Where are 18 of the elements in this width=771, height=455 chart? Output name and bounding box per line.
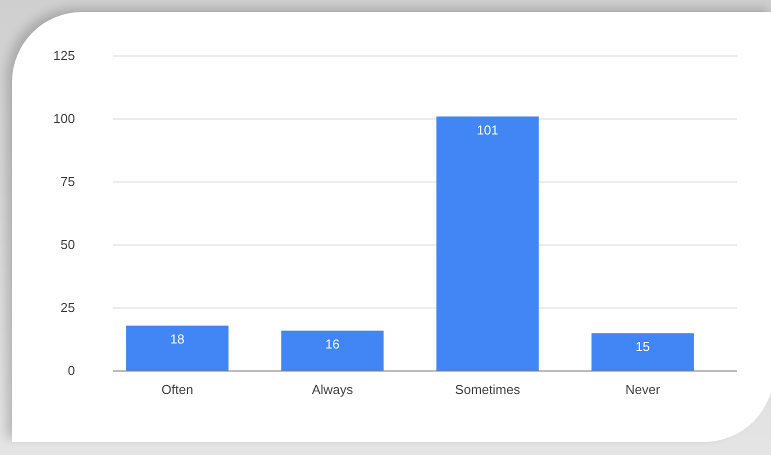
bar	[592, 333, 694, 371]
data-label: 18	[170, 332, 185, 347]
bar	[436, 116, 539, 371]
x-tick-label: Always	[312, 382, 354, 398]
x-tick-label: Often	[161, 382, 194, 398]
x-tick-label: Never	[625, 382, 661, 398]
y-tick-label: 125	[53, 48, 75, 64]
y-tick-label: 75	[60, 174, 75, 190]
bar	[126, 326, 228, 371]
y-tick-label: 100	[53, 111, 75, 126]
bar	[281, 330, 384, 371]
data-label: 15	[635, 339, 650, 354]
x-tick-label: Sometimes	[455, 382, 521, 398]
y-tick-label: 0	[68, 363, 75, 378]
data-label: 16	[325, 336, 340, 352]
data-label: 101	[476, 122, 498, 138]
y-tick-label: 50	[60, 237, 75, 252]
y-tick-label: 25	[60, 300, 75, 316]
